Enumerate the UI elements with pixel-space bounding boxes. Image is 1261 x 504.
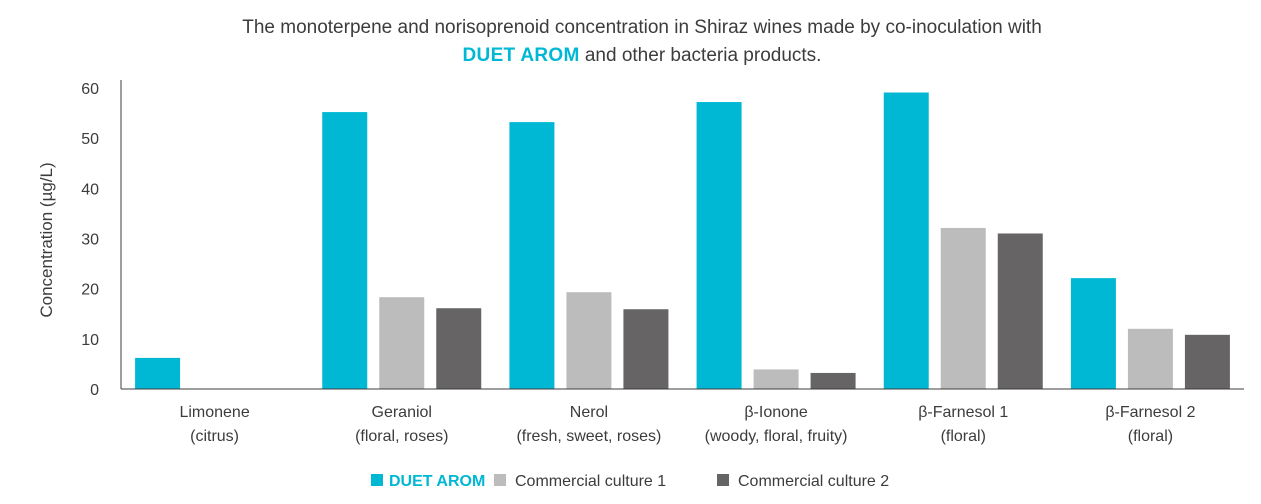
x-tick-label: β-Farnesol 2 [1105, 404, 1195, 421]
x-tick-label: β-Farnesol 1 [918, 404, 1008, 421]
x-tick-label: Nerol [570, 404, 608, 421]
y-axis: 0 10 20 30 40 50 60 [81, 80, 122, 399]
y-tick-label: 0 [90, 382, 99, 399]
bars [135, 92, 1230, 390]
legend-swatch [371, 474, 383, 486]
x-tick-label: (woody, floral, fruity) [705, 428, 848, 445]
bar-commercial-culture-2-2 [623, 309, 669, 389]
chart-title-line-1: The monoterpene and norisoprenoid concen… [242, 17, 1042, 38]
x-tick-label: (citrus) [190, 428, 239, 445]
bar-duet-arom-2 [509, 122, 555, 389]
y-tick-label: 60 [81, 81, 99, 98]
x-tick-label: β-Ionone [744, 404, 808, 421]
legend-label: Commercial culture 1 [515, 473, 666, 490]
x-tick-label: Geraniol [372, 404, 432, 421]
legend-label: Commercial culture 2 [738, 473, 889, 490]
bar-commercial-culture-2-3 [810, 372, 856, 389]
bar-commercial-culture-1-5 [1127, 328, 1173, 389]
bar-duet-arom-1 [322, 112, 368, 389]
bar-commercial-culture-1-2 [566, 292, 612, 389]
y-tick-label: 30 [81, 232, 99, 249]
bar-duet-arom-3 [696, 102, 742, 390]
chart-title-line-2: DUET AROM and other bacteria products. [0, 42, 1261, 70]
legend-label: DUET AROM [389, 473, 485, 490]
chart-title-brand: DUET AROM [462, 45, 580, 66]
y-tick-label: 10 [81, 332, 99, 349]
bar-commercial-culture-2-1 [436, 308, 482, 389]
chart-title-rest: and other bacteria products. [579, 45, 822, 66]
bar-commercial-culture-1-3 [753, 369, 799, 389]
x-tick-label: (fresh, sweet, roses) [516, 428, 661, 445]
bar-commercial-culture-2-4 [997, 233, 1043, 389]
bar-duet-arom-0 [135, 357, 181, 389]
bar-duet-arom-5 [1070, 278, 1116, 389]
x-tick-label: (floral) [941, 428, 986, 445]
y-axis-label: Concentration (µg/L) [37, 162, 56, 317]
y-tick-label: 50 [81, 131, 99, 148]
x-tick-label: (floral, roses) [355, 428, 448, 445]
bar-duet-arom-4 [883, 92, 929, 389]
bar-commercial-culture-2-5 [1184, 334, 1230, 389]
legend-swatch [494, 474, 506, 486]
x-tick-label: (floral) [1128, 428, 1173, 445]
legend-swatch [717, 474, 729, 486]
x-tick-label: Limonene [179, 404, 249, 421]
bar-commercial-culture-1-4 [940, 227, 986, 389]
y-tick-label: 40 [81, 181, 99, 198]
x-axis: Limonene (citrus) Geraniol (floral, roses) N… [121, 388, 1244, 445]
chart-title: The monoterpene and norisoprenoid concen… [0, 14, 1261, 70]
y-tick-label: 20 [81, 282, 99, 299]
legend: DUET AROM Commercial culture 1 Commercial … [371, 473, 889, 490]
bar-commercial-culture-1-1 [379, 297, 425, 389]
